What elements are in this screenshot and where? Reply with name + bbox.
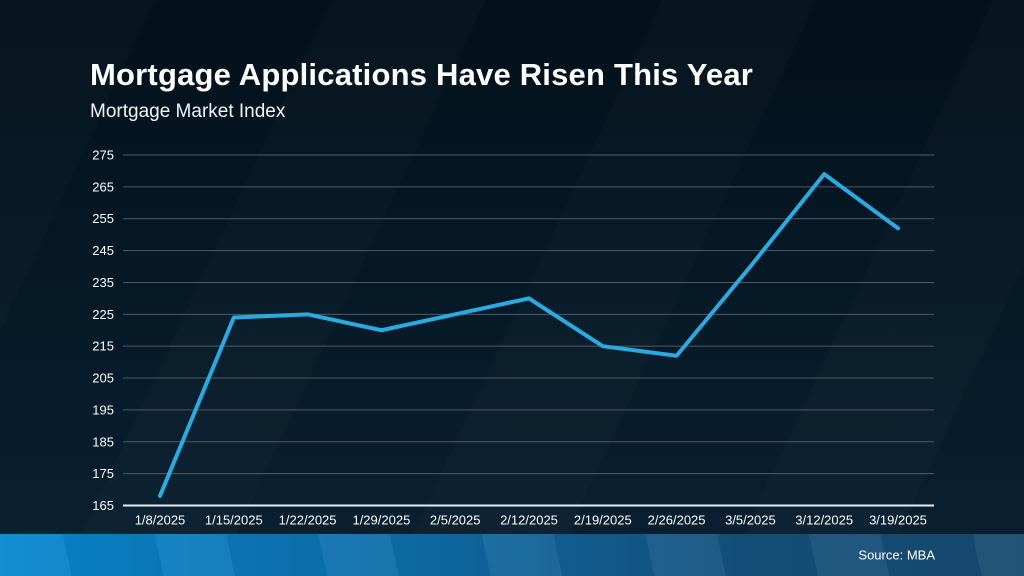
source-label: Source: MBA [858, 547, 935, 563]
x-axis-tick-label: 1/22/2025 [279, 513, 337, 528]
data-line [158, 172, 900, 498]
x-axis-tick-label: 2/19/2025 [574, 513, 632, 528]
y-axis-tick-label: 205 [92, 371, 114, 386]
x-axis-tick-label: 3/12/2025 [795, 513, 853, 528]
x-axis-tick-label: 2/12/2025 [500, 513, 558, 528]
y-axis-tick-label: 175 [92, 466, 114, 481]
y-axis-tick-label: 265 [92, 179, 114, 194]
x-axis-tick-label: 3/19/2025 [869, 513, 927, 528]
y-axis-tick-label: 195 [92, 402, 114, 417]
x-axis-tick-label: 2/5/2025 [430, 513, 481, 528]
y-axis-tick-label: 215 [92, 339, 114, 354]
page-title: Mortgage Applications Have Risen This Ye… [90, 56, 754, 92]
y-axis-tick-label: 275 [92, 148, 114, 163]
x-axis-tick-label: 1/29/2025 [352, 513, 410, 528]
y-axis-tick-label: 235 [92, 275, 114, 290]
footer-accent-bar: Source: MBA [0, 534, 1024, 576]
y-axis-tick-label: 255 [92, 211, 114, 226]
y-axis-tick-label: 225 [92, 307, 114, 322]
y-axis-tick-label: 185 [92, 434, 114, 449]
x-axis-tick-label: 1/8/2025 [135, 513, 186, 528]
y-axis-tick-label: 245 [92, 243, 114, 258]
x-axis-tick-label: 1/15/2025 [205, 513, 263, 528]
y-axis-tick-label: 165 [92, 498, 114, 513]
x-axis-tick-label: 2/26/2025 [648, 513, 706, 528]
page-subtitle: Mortgage Market Index [90, 100, 286, 122]
x-axis-tick-label: 3/5/2025 [725, 513, 776, 528]
